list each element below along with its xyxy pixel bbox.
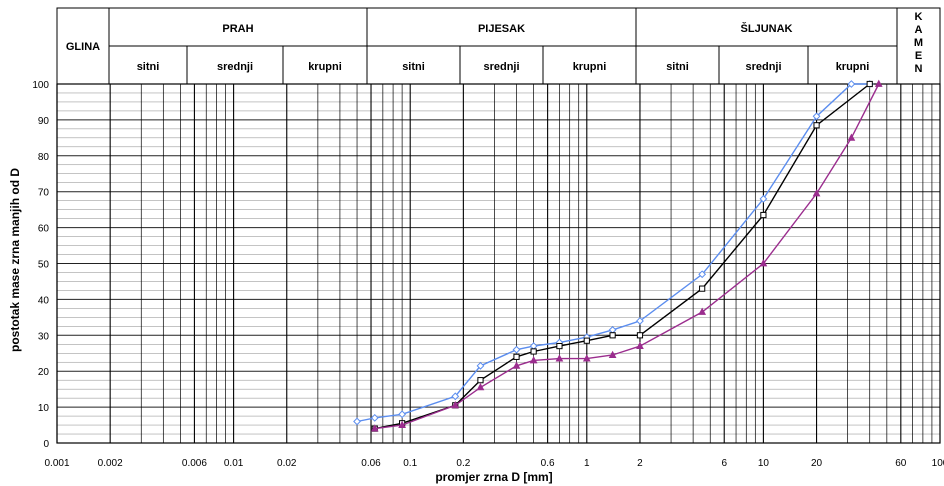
data-point [759, 194, 768, 203]
header-sub-label: krupni [573, 61, 607, 73]
x-tick-label: 0.06 [361, 458, 381, 469]
x-tick-label: 0.6 [541, 458, 555, 469]
header-sub-label: sitni [666, 61, 689, 73]
data-point [608, 350, 617, 358]
x-tick-label: 0.006 [182, 458, 207, 469]
data-point [529, 356, 538, 364]
series-line [356, 83, 870, 423]
data-point [513, 353, 520, 360]
y-tick-label: 90 [38, 116, 50, 127]
x-tick-label: 0.1 [403, 458, 417, 469]
data-point [582, 354, 591, 362]
header-group-label: PRAH [222, 23, 253, 35]
y-axis-label: postotak mase zrna manjih od D [8, 168, 22, 352]
series-line [374, 83, 880, 430]
data-point [398, 420, 406, 428]
header-group-label: ŠLJUNAK [741, 22, 793, 35]
x-tick-label: 60 [895, 458, 907, 469]
x-tick-label: 100 [932, 458, 944, 469]
data-point [636, 317, 644, 325]
y-tick-label: 40 [38, 295, 50, 306]
header-kamen-letter: M [914, 37, 923, 49]
x-tick-label: 6 [721, 458, 727, 469]
data-point [847, 80, 856, 88]
series [370, 79, 883, 432]
data-point [699, 285, 706, 292]
data-point [451, 392, 460, 401]
y-tick-label: 100 [32, 80, 49, 91]
data-point [812, 112, 821, 121]
header-sub-label: sitni [137, 61, 160, 73]
x-tick-label: 0.002 [98, 458, 123, 469]
header-sub-label: krupni [308, 61, 342, 73]
header-sub-label: srednji [483, 61, 519, 73]
data-point [555, 354, 564, 362]
x-tick-label: 0.001 [44, 458, 69, 469]
header-kamen-letter: N [915, 63, 923, 75]
header-kamen-letter: E [915, 50, 922, 62]
data-point [812, 189, 821, 197]
y-tick-label: 60 [38, 224, 50, 235]
data-point [476, 383, 485, 391]
data-point [609, 332, 616, 339]
series [353, 80, 874, 426]
header-sub-label: srednji [217, 61, 253, 73]
y-tick-label: 50 [38, 260, 50, 271]
data-point [759, 259, 768, 267]
header-kamen-letter: K [915, 11, 923, 23]
data-point [370, 413, 379, 422]
data-point [813, 122, 820, 129]
data-point [583, 337, 590, 344]
header-sub-label: krupni [836, 61, 870, 73]
header-sub-label: sitni [402, 61, 425, 73]
header-kamen-letter: A [915, 24, 923, 36]
series-line [374, 83, 871, 430]
data-point [608, 326, 617, 334]
x-tick-label: 20 [811, 458, 823, 469]
data-point [866, 80, 873, 88]
y-tick-label: 30 [38, 331, 50, 342]
data-point [636, 332, 644, 339]
x-tick-label: 0.2 [456, 458, 470, 469]
data-point [698, 307, 707, 315]
data-point [476, 361, 485, 370]
header-glina: GLINA [66, 41, 100, 53]
classification-header: GLINA PRAH sitni srednji krupni PIJESAK sitni s… [56, 7, 941, 85]
x-tick-label: 10 [758, 458, 770, 469]
axis-ticks: 0 10 20 30 40 50 60 70 80 90 100 0.001 0.002 0.006 0.0… [32, 80, 944, 469]
x-tick-label: 0.02 [277, 458, 297, 469]
y-tick-label: 20 [38, 367, 50, 378]
x-tick-label: 1 [584, 458, 590, 469]
x-tick-label: 2 [637, 458, 643, 469]
y-tick-label: 0 [43, 439, 49, 450]
data-point [398, 410, 407, 419]
data-point [529, 342, 538, 350]
data-point [760, 211, 767, 219]
header-group-label: PIJESAK [478, 23, 525, 35]
data-point [477, 377, 484, 384]
series [371, 80, 873, 432]
header-sub-label: srednji [745, 61, 781, 73]
data-point [847, 133, 856, 141]
x-axis-label: promjer zrna D [mm] [435, 470, 552, 484]
x-tick-label: 0.01 [224, 458, 244, 469]
data-point [636, 341, 644, 349]
data-point [874, 79, 883, 87]
series-group [353, 79, 883, 432]
data-point [512, 345, 521, 354]
y-tick-label: 80 [38, 152, 50, 163]
data-point [353, 417, 361, 426]
data-point [370, 424, 379, 432]
data-point [451, 400, 460, 409]
data-point [556, 342, 563, 350]
y-tick-label: 70 [38, 188, 50, 199]
data-point [698, 270, 707, 279]
y-tick-label: 10 [38, 403, 50, 414]
data-point [530, 348, 537, 355]
plot-frame [56, 83, 941, 444]
data-point [512, 361, 521, 369]
plot-grid [56, 83, 941, 444]
